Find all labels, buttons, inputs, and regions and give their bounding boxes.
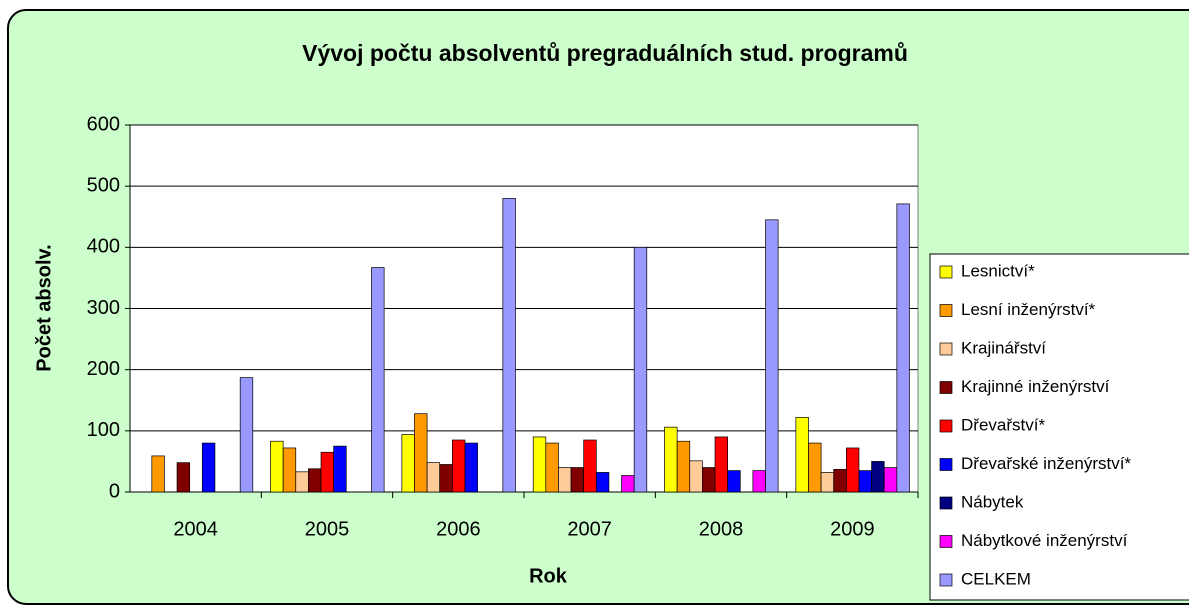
x-tick-label: 2005 [305,518,350,540]
bar [846,447,860,493]
x-tick-label: 2006 [436,518,481,540]
x-axis-title: Rok [529,565,568,587]
bar [558,467,572,493]
legend [929,253,1189,601]
x-tick-label: 2004 [173,518,218,540]
bar [896,203,910,493]
bar [452,439,466,493]
bar [201,442,216,493]
legend-swatch [939,496,953,510]
bar [439,464,453,493]
bar [308,468,322,493]
bar [371,267,385,493]
bar [702,467,716,493]
bar [621,475,635,493]
bar [176,462,191,493]
legend-swatch [939,381,953,394]
bar [414,413,428,493]
y-axis-title: Počet absolv. [33,244,55,371]
legend-label: Krajinářství [961,338,1046,357]
y-tick-label: 0 [109,480,120,502]
legend-swatch [939,458,953,471]
bar [664,426,678,493]
bar [464,442,478,493]
x-tick-label: 2008 [699,518,744,540]
bar [151,455,165,493]
bar [333,445,347,493]
bar [752,470,766,493]
bar [583,439,597,493]
y-tick-label: 400 [87,236,120,258]
bar [595,472,610,493]
legend-swatch [939,304,953,317]
chart-title: Vývoj počtu absolventů pregraduálních st… [302,40,908,66]
bar [270,440,284,493]
bar [426,462,441,493]
legend-swatch [939,419,953,433]
bar [401,434,415,493]
bar [795,417,809,493]
legend-swatch [939,573,953,587]
bar [295,471,309,493]
bar [833,469,847,493]
bar [545,442,559,493]
legend-swatch [939,535,953,548]
legend-label: Lesní inženýrství* [961,300,1096,319]
bar [858,470,872,493]
legend-label: Dřevařství* [961,415,1045,434]
bar [320,451,334,493]
bar [871,461,885,493]
bar [883,467,898,493]
legend-label: Lesnictví* [961,261,1035,280]
legend-swatch [939,342,953,356]
x-tick-label: 2009 [830,518,875,540]
x-tick-label: 2007 [567,518,612,540]
legend-label: Dřevařské inženýrství* [961,454,1131,473]
legend-label: CELKEM [961,569,1031,588]
bar [765,219,779,493]
bar [727,470,741,493]
bar [689,460,703,493]
bar [633,246,648,493]
bar [714,436,728,493]
y-tick-label: 500 [87,174,120,196]
bar [239,377,254,493]
y-tick-label: 600 [87,113,120,135]
y-tick-label: 300 [87,297,120,319]
bar [532,436,547,493]
bar [808,442,822,493]
y-tick-label: 200 [87,358,120,380]
legend-label: Nábytek [961,492,1024,511]
legend-swatch [939,265,953,279]
legend-label: Nábytkové inženýrství [961,531,1128,550]
y-tick-label: 100 [87,419,120,441]
bar [282,447,297,493]
bar [502,198,516,493]
bar [676,440,691,493]
bar [570,467,585,493]
bar [820,472,835,493]
legend-label: Krajinné inženýrství [961,377,1110,396]
